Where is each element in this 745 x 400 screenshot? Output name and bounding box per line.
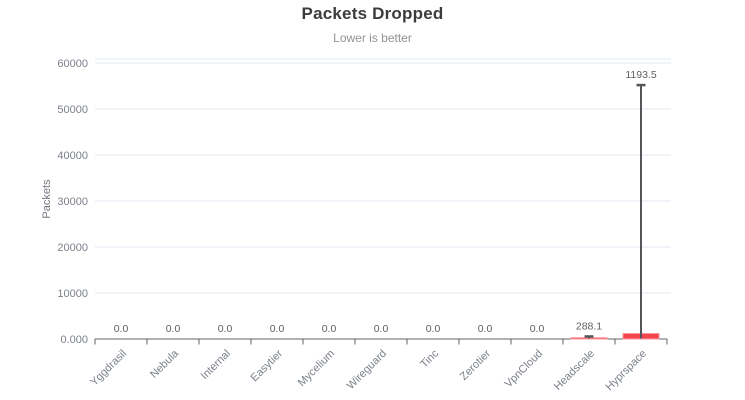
y-tick-label: 20000 <box>57 242 88 254</box>
y-tick-label: 60000 <box>57 58 88 70</box>
chart-subtitle: Lower is better <box>333 31 412 45</box>
value-label: 0.0 <box>166 323 181 335</box>
value-label: 0.0 <box>218 323 233 335</box>
y-tick-label: 0.000 <box>60 334 88 346</box>
value-label: 288.1 <box>576 320 602 332</box>
value-label: 0.0 <box>530 323 545 335</box>
value-label: 0.0 <box>270 323 285 335</box>
x-category-label: Nebula <box>148 347 182 381</box>
value-label: 0.0 <box>426 323 441 335</box>
value-label: 0.0 <box>322 323 337 335</box>
value-label: 1193.5 <box>625 69 656 81</box>
y-tick-label: 30000 <box>57 196 88 208</box>
value-label: 0.0 <box>478 323 493 335</box>
x-category-label: Easytier <box>249 347 286 384</box>
y-tick-label: 10000 <box>57 288 88 300</box>
chart-title: Packets Dropped <box>301 4 444 23</box>
x-category-label: Hyprspace <box>603 348 649 394</box>
x-category-label: Yggdrasil <box>88 348 129 389</box>
x-category-label: Mycelium <box>296 348 337 389</box>
x-category-label: Zerotier <box>458 347 494 383</box>
y-tick-label: 50000 <box>57 104 88 116</box>
x-category-label: VpnCloud <box>502 348 545 391</box>
x-category-label: Headscale <box>552 348 597 393</box>
x-category-label: Wireguard <box>345 348 389 392</box>
x-category-label: Internal <box>199 348 233 382</box>
y-axis-title: Packets <box>41 179 53 219</box>
y-tick-label: 40000 <box>57 150 88 162</box>
x-category-label: Tinc <box>418 347 441 370</box>
value-label: 0.0 <box>114 323 129 335</box>
value-label: 0.0 <box>374 323 389 335</box>
